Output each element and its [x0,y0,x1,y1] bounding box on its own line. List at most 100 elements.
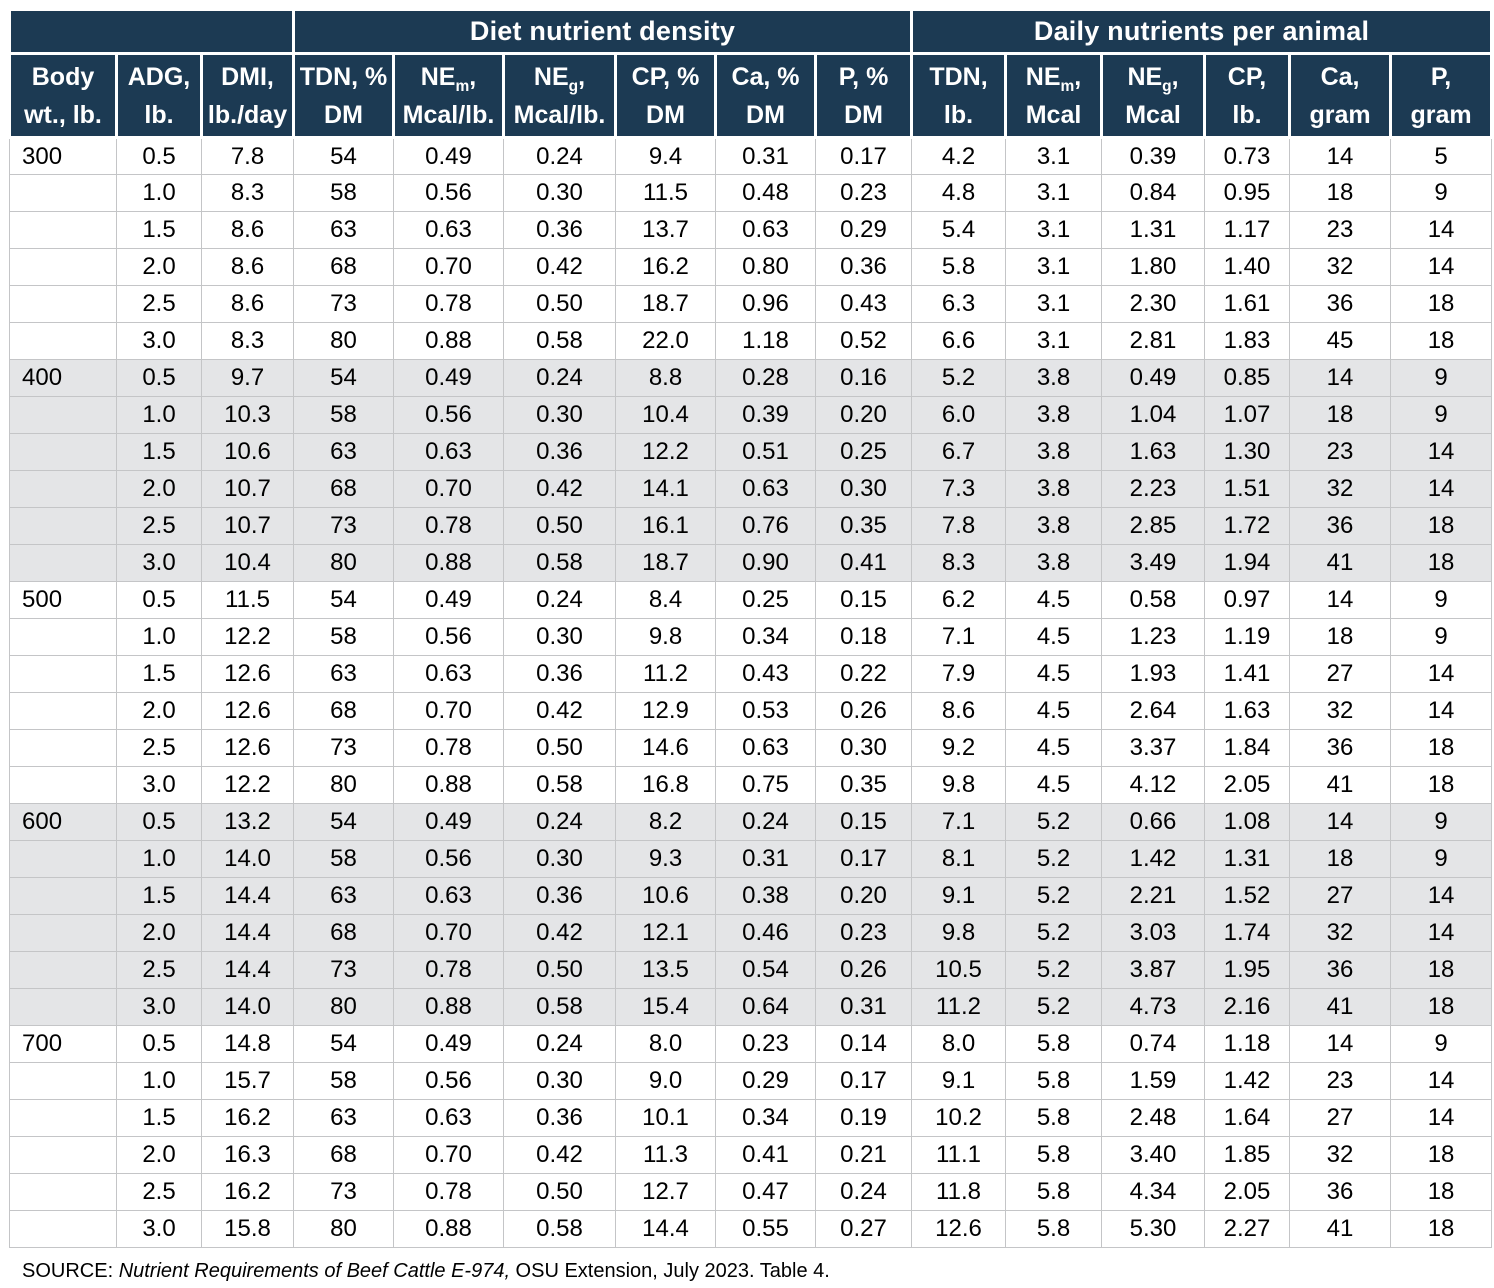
table-row: 1.5 8.6 63 0.63 0.36 13.7 0.63 0.29 5.4 3.1 1.31 1.… [9,211,1493,249]
data-cell-neg-mcal: 2.21 [1101,877,1206,915]
data-cell-nem-mcal-lb: 0.88 [393,1210,504,1248]
data-cell-adg: 2.5 [116,729,202,767]
data-cell-p-gram: 14 [1390,655,1493,693]
data-cell-neg-mcal: 2.64 [1101,692,1206,730]
column-header-dmi: DMI, lb./day [200,52,295,139]
data-cell-nem-mcal-lb: 0.88 [393,988,504,1026]
data-cell-nem-mcal-lb: 0.56 [393,174,504,212]
data-cell-cp-pct-dm: 9.8 [615,618,716,656]
data-cell-p-gram: 5 [1390,137,1493,175]
data-cell-neg-mcal-lb: 0.24 [503,581,616,619]
data-cell-ca-pct-dm: 0.38 [715,877,816,915]
data-cell-p-pct-dm: 0.43 [814,285,913,323]
data-cell-cp-pct-dm: 14.6 [615,729,716,767]
data-cell-p-pct-dm: 0.20 [814,877,913,915]
data-cell-nem-mcal: 5.2 [1005,840,1103,878]
data-cell-cp-pct-dm: 11.2 [615,655,716,693]
data-cell-ca-pct-dm: 0.76 [715,507,816,545]
data-cell-tdn-lb: 7.1 [911,618,1007,656]
data-cell-tdn-lb: 6.3 [911,285,1007,323]
data-cell-cp-pct-dm: 10.4 [615,396,716,434]
data-cell-adg: 3.0 [116,988,202,1026]
table-row: 1.5 16.2 63 0.63 0.36 10.1 0.34 0.19 10.2 5.8 2.48… [9,1099,1493,1137]
group-header-diet-nutrient-density: Diet nutrient density [291,8,914,55]
column-header-tdn-pct-dm: TDN, % DM [292,52,395,139]
table-row: 3.0 14.0 80 0.88 0.58 15.4 0.64 0.31 11.2 5.2 4.73… [9,988,1493,1026]
table-row: 1.0 8.3 58 0.56 0.30 11.5 0.48 0.23 4.8 3.1 0.84 0.… [9,174,1493,212]
data-cell-neg-mcal-lb: 0.58 [503,544,616,582]
body-weight-cell: 300 [9,137,117,175]
data-cell-tdn-lb: 5.8 [911,248,1007,286]
data-cell-cp-lb: 1.95 [1204,951,1291,989]
data-cell-ca-pct-dm: 0.41 [715,1136,816,1174]
data-cell-tdn-lb: 7.9 [911,655,1007,693]
data-cell-nem-mcal-lb: 0.56 [393,840,504,878]
data-cell-dmi: 8.3 [201,174,294,212]
data-cell-neg-mcal-lb: 0.50 [503,951,616,989]
data-cell-ca-gram: 36 [1289,1173,1392,1211]
data-cell-ca-gram: 14 [1289,137,1392,175]
data-cell-cp-lb: 1.64 [1204,1099,1291,1137]
table-row: 2.0 12.6 68 0.70 0.42 12.9 0.53 0.26 8.6 4.5 2.64 1… [9,692,1493,730]
data-cell-p-gram: 18 [1390,1210,1493,1248]
column-header-ca-pct-dm: Ca, % DM [714,52,817,139]
data-cell-tdn-pct-dm: 80 [293,322,394,360]
data-cell-adg: 3.0 [116,1210,202,1248]
data-cell-nem-mcal-lb: 0.88 [393,322,504,360]
data-cell-p-pct-dm: 0.17 [814,137,913,175]
data-cell-cp-pct-dm: 10.1 [615,1099,716,1137]
data-cell-neg-mcal: 0.66 [1101,803,1206,841]
data-cell-dmi: 12.6 [201,655,294,693]
data-cell-neg-mcal-lb: 0.24 [503,137,616,175]
data-cell-tdn-pct-dm: 73 [293,507,394,545]
data-cell-neg-mcal: 2.30 [1101,285,1206,323]
data-cell-tdn-lb: 11.2 [911,988,1007,1026]
data-cell-adg: 3.0 [116,544,202,582]
data-cell-tdn-pct-dm: 80 [293,766,394,804]
data-cell-dmi: 16.2 [201,1099,294,1137]
data-cell-nem-mcal-lb: 0.70 [393,692,504,730]
data-cell-nem-mcal-lb: 0.56 [393,1062,504,1100]
body-weight-cell [9,1062,117,1100]
data-cell-dmi: 8.3 [201,322,294,360]
data-cell-cp-lb: 0.95 [1204,174,1291,212]
data-cell-neg-mcal: 5.30 [1101,1210,1206,1248]
body-weight-cell [9,988,117,1026]
data-cell-adg: 0.5 [116,581,202,619]
table-row: 500 0.5 11.5 54 0.49 0.24 8.4 0.25 0.15 6.2 4.5 0.5… [9,581,1493,619]
source-prefix: SOURCE: [22,1260,119,1282]
data-cell-dmi: 12.6 [201,729,294,767]
data-cell-p-gram: 14 [1390,1099,1493,1137]
table-row: 3.0 8.3 80 0.88 0.58 22.0 1.18 0.52 6.6 3.1 2.81 1.… [9,322,1493,360]
data-cell-dmi: 11.5 [201,581,294,619]
data-cell-cp-pct-dm: 8.0 [615,1025,716,1063]
data-cell-adg: 1.5 [116,877,202,915]
data-cell-neg-mcal: 0.39 [1101,137,1206,175]
data-cell-nem-mcal-lb: 0.70 [393,914,504,952]
data-cell-p-gram: 18 [1390,285,1493,323]
table-row: 3.0 12.2 80 0.88 0.58 16.8 0.75 0.35 9.8 4.5 4.12 2… [9,766,1493,804]
data-cell-neg-mcal-lb: 0.36 [503,655,616,693]
data-cell-adg: 2.0 [116,914,202,952]
data-cell-nem-mcal: 4.5 [1005,766,1103,804]
group-header-blank [8,8,295,55]
data-cell-dmi: 16.2 [201,1173,294,1211]
data-cell-tdn-lb: 4.8 [911,174,1007,212]
data-cell-p-gram: 9 [1390,581,1493,619]
data-cell-nem-mcal: 4.5 [1005,692,1103,730]
data-cell-tdn-pct-dm: 73 [293,1173,394,1211]
data-cell-adg: 2.5 [116,507,202,545]
data-cell-p-pct-dm: 0.17 [814,1062,913,1100]
data-cell-ca-gram: 41 [1289,1210,1392,1248]
body-weight-cell [9,1136,117,1174]
data-cell-p-pct-dm: 0.35 [814,507,913,545]
body-weight-cell [9,322,117,360]
data-cell-tdn-lb: 5.4 [911,211,1007,249]
data-cell-ca-pct-dm: 0.75 [715,766,816,804]
data-cell-ca-pct-dm: 0.34 [715,618,816,656]
data-cell-ca-gram: 32 [1289,692,1392,730]
data-cell-dmi: 14.4 [201,914,294,952]
data-cell-nem-mcal-lb: 0.49 [393,137,504,175]
body-weight-cell [9,951,117,989]
data-cell-neg-mcal: 3.49 [1101,544,1206,582]
